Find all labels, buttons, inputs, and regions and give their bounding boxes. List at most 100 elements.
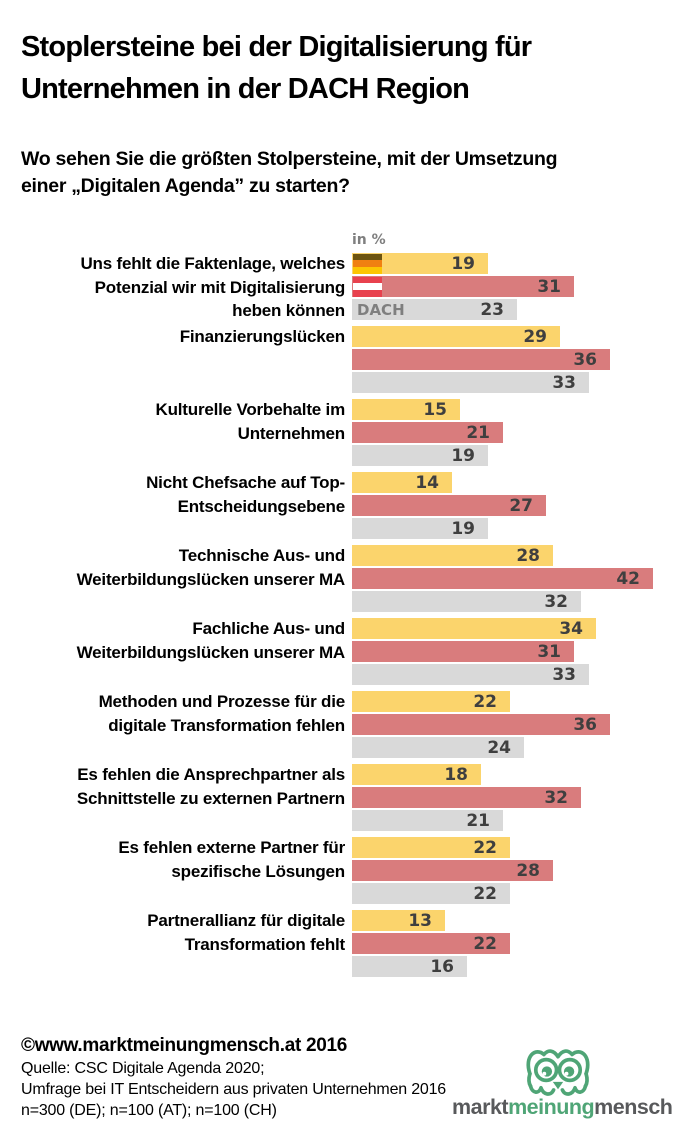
bar-value-label: 34 bbox=[559, 618, 583, 639]
bar-at: 27 bbox=[352, 495, 546, 516]
bar-de: 18 bbox=[352, 764, 481, 785]
bar-group: 13 22 16 bbox=[352, 910, 510, 977]
bar-value-label: 14 bbox=[415, 472, 439, 493]
bar-value-label: 28 bbox=[516, 545, 540, 566]
brand-wordmark: marktmeinungmensch bbox=[452, 1095, 673, 1120]
bar-value-label: 22 bbox=[473, 691, 497, 712]
bar-at: 42 bbox=[352, 568, 653, 589]
brand-logo: marktmeinungmensch bbox=[452, 1044, 673, 1120]
category-label: Es fehlen die Ansprechpartner als Schnit… bbox=[76, 765, 345, 808]
bar-value-label: 29 bbox=[523, 326, 547, 347]
owl-logo-icon bbox=[526, 1049, 590, 1096]
bar-dach: 16 bbox=[352, 956, 467, 977]
bar-value-label: 16 bbox=[430, 956, 454, 977]
bar-dach: 21 bbox=[352, 810, 503, 831]
bar-value-label: 15 bbox=[423, 399, 447, 420]
bar-dach: 19 bbox=[352, 445, 488, 466]
bar-value-label: 22 bbox=[473, 883, 497, 904]
bar-value-label: 19 bbox=[451, 253, 475, 274]
bar-value-label: 22 bbox=[473, 837, 497, 858]
category-label: Finanzierungslücken bbox=[179, 327, 345, 346]
bar-at: 36 bbox=[352, 349, 610, 370]
bar-de: 22 bbox=[352, 691, 510, 712]
chart-row: Es fehlen externe Partner für spezifisch… bbox=[21, 837, 684, 904]
chart-row: Es fehlen die Ansprechpartner als Schnit… bbox=[21, 764, 684, 831]
bar-value-label: 31 bbox=[537, 641, 561, 662]
bar-value-label: 23 bbox=[480, 299, 504, 320]
bar-dach: 22 bbox=[352, 883, 510, 904]
bar-de: 29 bbox=[352, 326, 560, 347]
bar-dach: 33 bbox=[352, 664, 589, 685]
category-label: Uns fehlt die Faktenlage, welches Potenz… bbox=[80, 254, 345, 320]
bar-value-label: 18 bbox=[444, 764, 468, 785]
bar-de: 14 bbox=[352, 472, 452, 493]
category-label: Kulturelle Vorbehalte im Unternehmen bbox=[155, 400, 346, 443]
footer: ©www.marktmeinungmensch.at 2016 Quelle: … bbox=[0, 1033, 684, 1121]
bar-de: 13 bbox=[352, 910, 445, 931]
bar-value-label: 33 bbox=[552, 664, 576, 685]
bar-value-label: 21 bbox=[466, 810, 490, 831]
bar-at: 32 bbox=[352, 787, 581, 808]
bar-at: 31 bbox=[352, 641, 574, 662]
wordmark-meinung: meinung bbox=[508, 1095, 595, 1119]
bar-value-label: 21 bbox=[466, 422, 490, 443]
bar-value-label: 22 bbox=[473, 933, 497, 954]
chart-row: Methoden und Prozesse für die digitale T… bbox=[21, 691, 684, 758]
series-label-dach: DACH bbox=[357, 300, 405, 319]
bar-value-label: 27 bbox=[509, 495, 533, 516]
bar-group: 34 31 33 bbox=[352, 618, 596, 685]
bar-group: 18 32 21 bbox=[352, 764, 581, 831]
category-label: Methoden und Prozesse für die digitale T… bbox=[98, 692, 346, 735]
bar-dach: 32 bbox=[352, 591, 581, 612]
bar-group: 22 28 22 bbox=[352, 837, 553, 904]
bar-value-label: 24 bbox=[487, 737, 511, 758]
bar-value-label: 13 bbox=[408, 910, 432, 931]
bar-de: 22 bbox=[352, 837, 510, 858]
bar-value-label: 31 bbox=[537, 276, 561, 297]
bar-de: 28 bbox=[352, 545, 553, 566]
source-line-2: Umfrage bei IT Entscheidern aus privaten… bbox=[21, 1081, 446, 1098]
category-label: Fachliche Aus- und Weiterbildungslücken … bbox=[76, 619, 346, 662]
bar-value-label: 33 bbox=[552, 372, 576, 393]
category-label: Partnerallianz für digitale Transformati… bbox=[147, 911, 345, 954]
question-subtitle: Wo sehen Sie die größten Stolpersteine, … bbox=[21, 148, 558, 197]
bar-value-label: 36 bbox=[573, 349, 597, 370]
bar-group: 29 36 33 bbox=[352, 326, 610, 393]
bar-dach: 19 bbox=[352, 518, 488, 539]
chart-row: Finanzierungslücken 29 36 33 bbox=[21, 326, 684, 393]
category-label: Es fehlen externe Partner für spezifisch… bbox=[118, 838, 345, 881]
page-title: Stoplersteine bei der Digitalisierung fü… bbox=[21, 31, 532, 105]
chart-row: Kulturelle Vorbehalte im Unternehmen 15 21… bbox=[21, 399, 684, 466]
bar-dach: 24 bbox=[352, 737, 524, 758]
unit-label: in % bbox=[352, 232, 386, 248]
bar-group: 15 21 19 bbox=[352, 399, 503, 466]
bar-at: 31 bbox=[352, 276, 574, 297]
bar-at: 22 bbox=[352, 933, 510, 954]
bar-at: 21 bbox=[352, 422, 503, 443]
bar-dach: 33 bbox=[352, 372, 589, 393]
bar-value-label: 42 bbox=[616, 568, 640, 589]
category-label: Nicht Chefsache auf Top- Entscheidungseb… bbox=[146, 473, 345, 516]
bar-group: 14 27 19 bbox=[352, 472, 546, 539]
source-line-3: n=300 (DE); n=100 (AT); n=100 (CH) bbox=[21, 1102, 277, 1119]
austrian-flag-icon bbox=[353, 276, 382, 297]
bar-group: 28 42 32 bbox=[352, 545, 653, 612]
chart-rows: Uns fehlt die Faktenlage, welches Potenz… bbox=[21, 253, 684, 977]
bar-de: 15 bbox=[352, 399, 460, 420]
bar-value-label: 32 bbox=[544, 591, 568, 612]
bar-de: 19 bbox=[352, 253, 488, 274]
bar-at: 36 bbox=[352, 714, 610, 735]
source-line-1: Quelle: CSC Digitale Agenda 2020; bbox=[21, 1060, 265, 1077]
chart-row: Uns fehlt die Faktenlage, welches Potenz… bbox=[21, 253, 684, 320]
bar-value-label: 32 bbox=[544, 787, 568, 808]
bar-value-label: 28 bbox=[516, 860, 540, 881]
chart-row: Partnerallianz für digitale Transformati… bbox=[21, 910, 684, 977]
chart-row: Fachliche Aus- und Weiterbildungslücken … bbox=[21, 618, 684, 685]
wordmark-markt: markt bbox=[452, 1095, 509, 1119]
category-label: Technische Aus- und Weiterbildungslücken… bbox=[76, 546, 346, 589]
bar-dach: DACH 23 bbox=[352, 299, 517, 320]
chart-row: Technische Aus- und Weiterbildungslücken… bbox=[21, 545, 684, 612]
wordmark-mensch: mensch bbox=[594, 1095, 673, 1119]
bar-chart: in % Uns fehlt die Faktenlage, welches P… bbox=[0, 232, 684, 977]
